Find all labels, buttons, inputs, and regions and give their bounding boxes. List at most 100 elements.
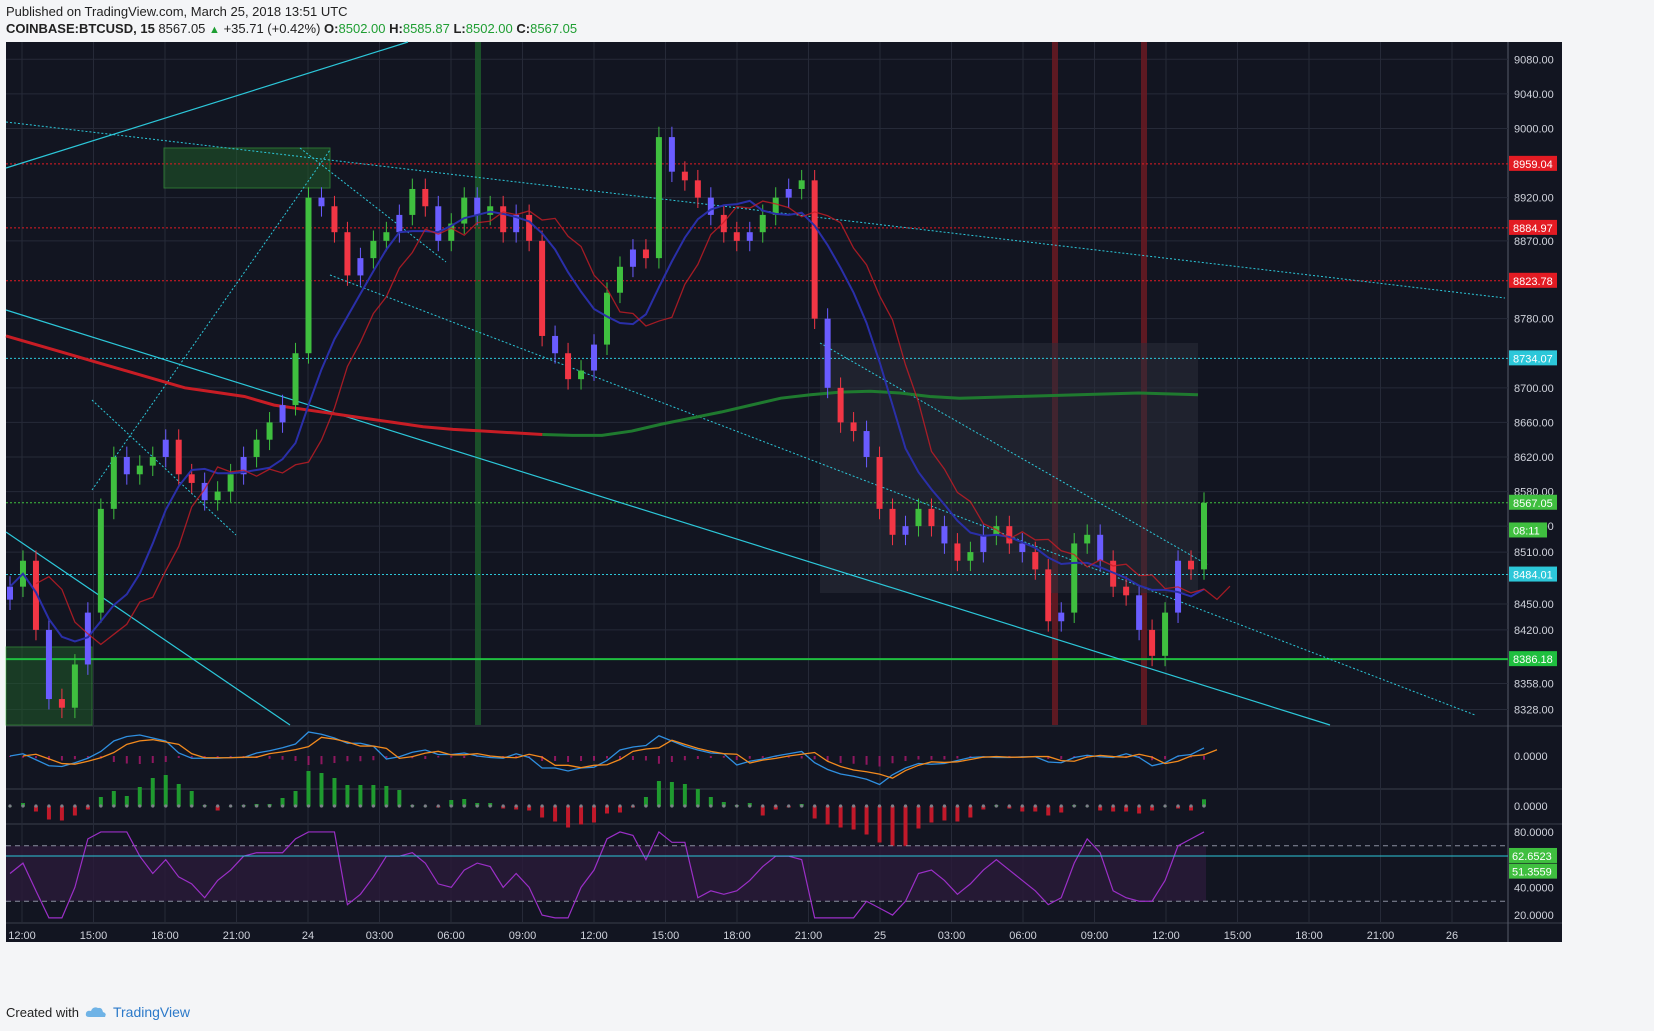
candle-body [915,508,922,527]
squeeze-bar [176,784,181,807]
squeeze-dot [553,804,557,808]
candle-body [292,353,299,406]
candle-body [967,552,974,561]
squeeze-bar [33,806,38,812]
macd-histogram-bar [138,756,141,764]
squeeze-dot [1020,804,1024,808]
macd-histogram-bar [437,756,440,758]
squeeze-bar [215,806,220,811]
squeeze-dot [423,804,427,808]
y-tick-label: 8920.00 [1514,193,1554,205]
candle-body [954,543,961,561]
candle-body [1136,595,1143,630]
squeeze-bar [643,797,648,807]
macd-histogram-bar [644,756,647,761]
macd-histogram-bar [735,756,738,760]
rsi-tick-label: 80.0000 [1514,827,1554,839]
rsi-band [6,845,1206,902]
squeeze-dot [605,804,609,808]
x-tick-label: 03:00 [938,930,966,942]
tradingview-cloud-icon [85,1007,106,1017]
price-change: +35.71 (+0.42%) [223,21,321,36]
squeeze-dot [21,804,25,808]
squeeze-bar [942,806,947,821]
x-tick-label: 12:00 [1152,930,1180,942]
signal-line [22,736,1218,779]
squeeze-dot [177,804,181,808]
squeeze-bar [695,789,700,807]
candle-body [214,491,221,501]
candle-body [876,456,883,509]
candle-body [941,526,948,544]
squeeze-dot [8,804,12,808]
candle-body [642,249,649,259]
squeeze-bar [1189,806,1194,811]
price-label-badge [1509,522,1547,538]
macd-histogram-bar [372,756,375,761]
macd-histogram-bar [1073,756,1076,758]
squeeze-dot [800,804,804,808]
macd-histogram-bar [9,756,11,757]
squeeze-dot [890,804,895,808]
squeeze-bar [1137,806,1142,814]
y-tick-label: 9040.00 [1514,89,1554,101]
squeeze-dot [1111,804,1115,808]
squeeze-dot [994,804,998,808]
candle-body [461,197,468,224]
squeeze-bar [916,806,921,829]
squeeze-dot [1163,804,1167,808]
squeeze-dot [981,804,985,808]
squeeze-bar [760,806,765,816]
created-with-text: Created with [6,1004,79,1020]
candle-body [1006,526,1013,544]
rsi-value-text: 62.6523 [1512,851,1552,863]
squeeze-bar [449,800,454,807]
macd-histogram-bar [787,756,790,758]
squeeze-dot [787,804,791,808]
macd-histogram-bar [813,756,816,760]
tradingview-brand-link[interactable]: TradingView [112,1004,191,1020]
macd-histogram-bar [47,756,50,761]
price-label-badge [1509,272,1557,288]
x-tick-label: 24 [302,930,314,942]
ema-long-line [5,334,543,437]
candle-body [668,137,675,172]
rsi-tick-label: 40.0000 [1514,882,1554,894]
candle-body [1149,629,1156,656]
candle-body [928,508,935,527]
squeeze-dot [1085,804,1089,808]
macd-histogram-bar [541,756,544,761]
macd-histogram-bar [722,756,725,758]
price-label-badge [1509,155,1557,171]
macd-histogram-bar [125,756,128,764]
ohlc-bar: COINBASE:BTCUSD, 15 8567.05 ▲ +35.71 (+0… [6,21,577,36]
macd-histogram-bar [891,756,894,764]
squeeze-bar [1033,806,1038,812]
rsi-value-badge [1509,847,1557,863]
squeeze-bar [280,798,285,807]
squeeze-bar [163,775,168,807]
candle-body [227,474,234,492]
candle-body [604,292,610,345]
squeeze-bar [968,806,973,818]
squeeze-bar [864,806,869,835]
squeeze-bar [189,791,194,807]
macd-histogram-bar [112,756,115,762]
x-tick-label: 03:00 [366,930,394,942]
candle-body [539,240,546,336]
candle-body [1084,534,1091,544]
candle-body [370,240,377,259]
candle-body [435,206,442,241]
macd-histogram-bar [606,756,608,759]
x-tick-label: 21:00 [1367,930,1395,942]
squeeze-dot [527,804,531,808]
candle-body [32,560,39,630]
squeeze-dot [99,804,103,808]
close-value: 8567.05 [530,21,578,36]
x-tick-label: 15:00 [1224,930,1252,942]
symbol-label: COINBASE:BTCUSD, 15 [6,21,155,36]
candle-body [97,508,104,613]
macd-histogram-bar [839,756,842,763]
macd-histogram-bar [917,756,920,760]
